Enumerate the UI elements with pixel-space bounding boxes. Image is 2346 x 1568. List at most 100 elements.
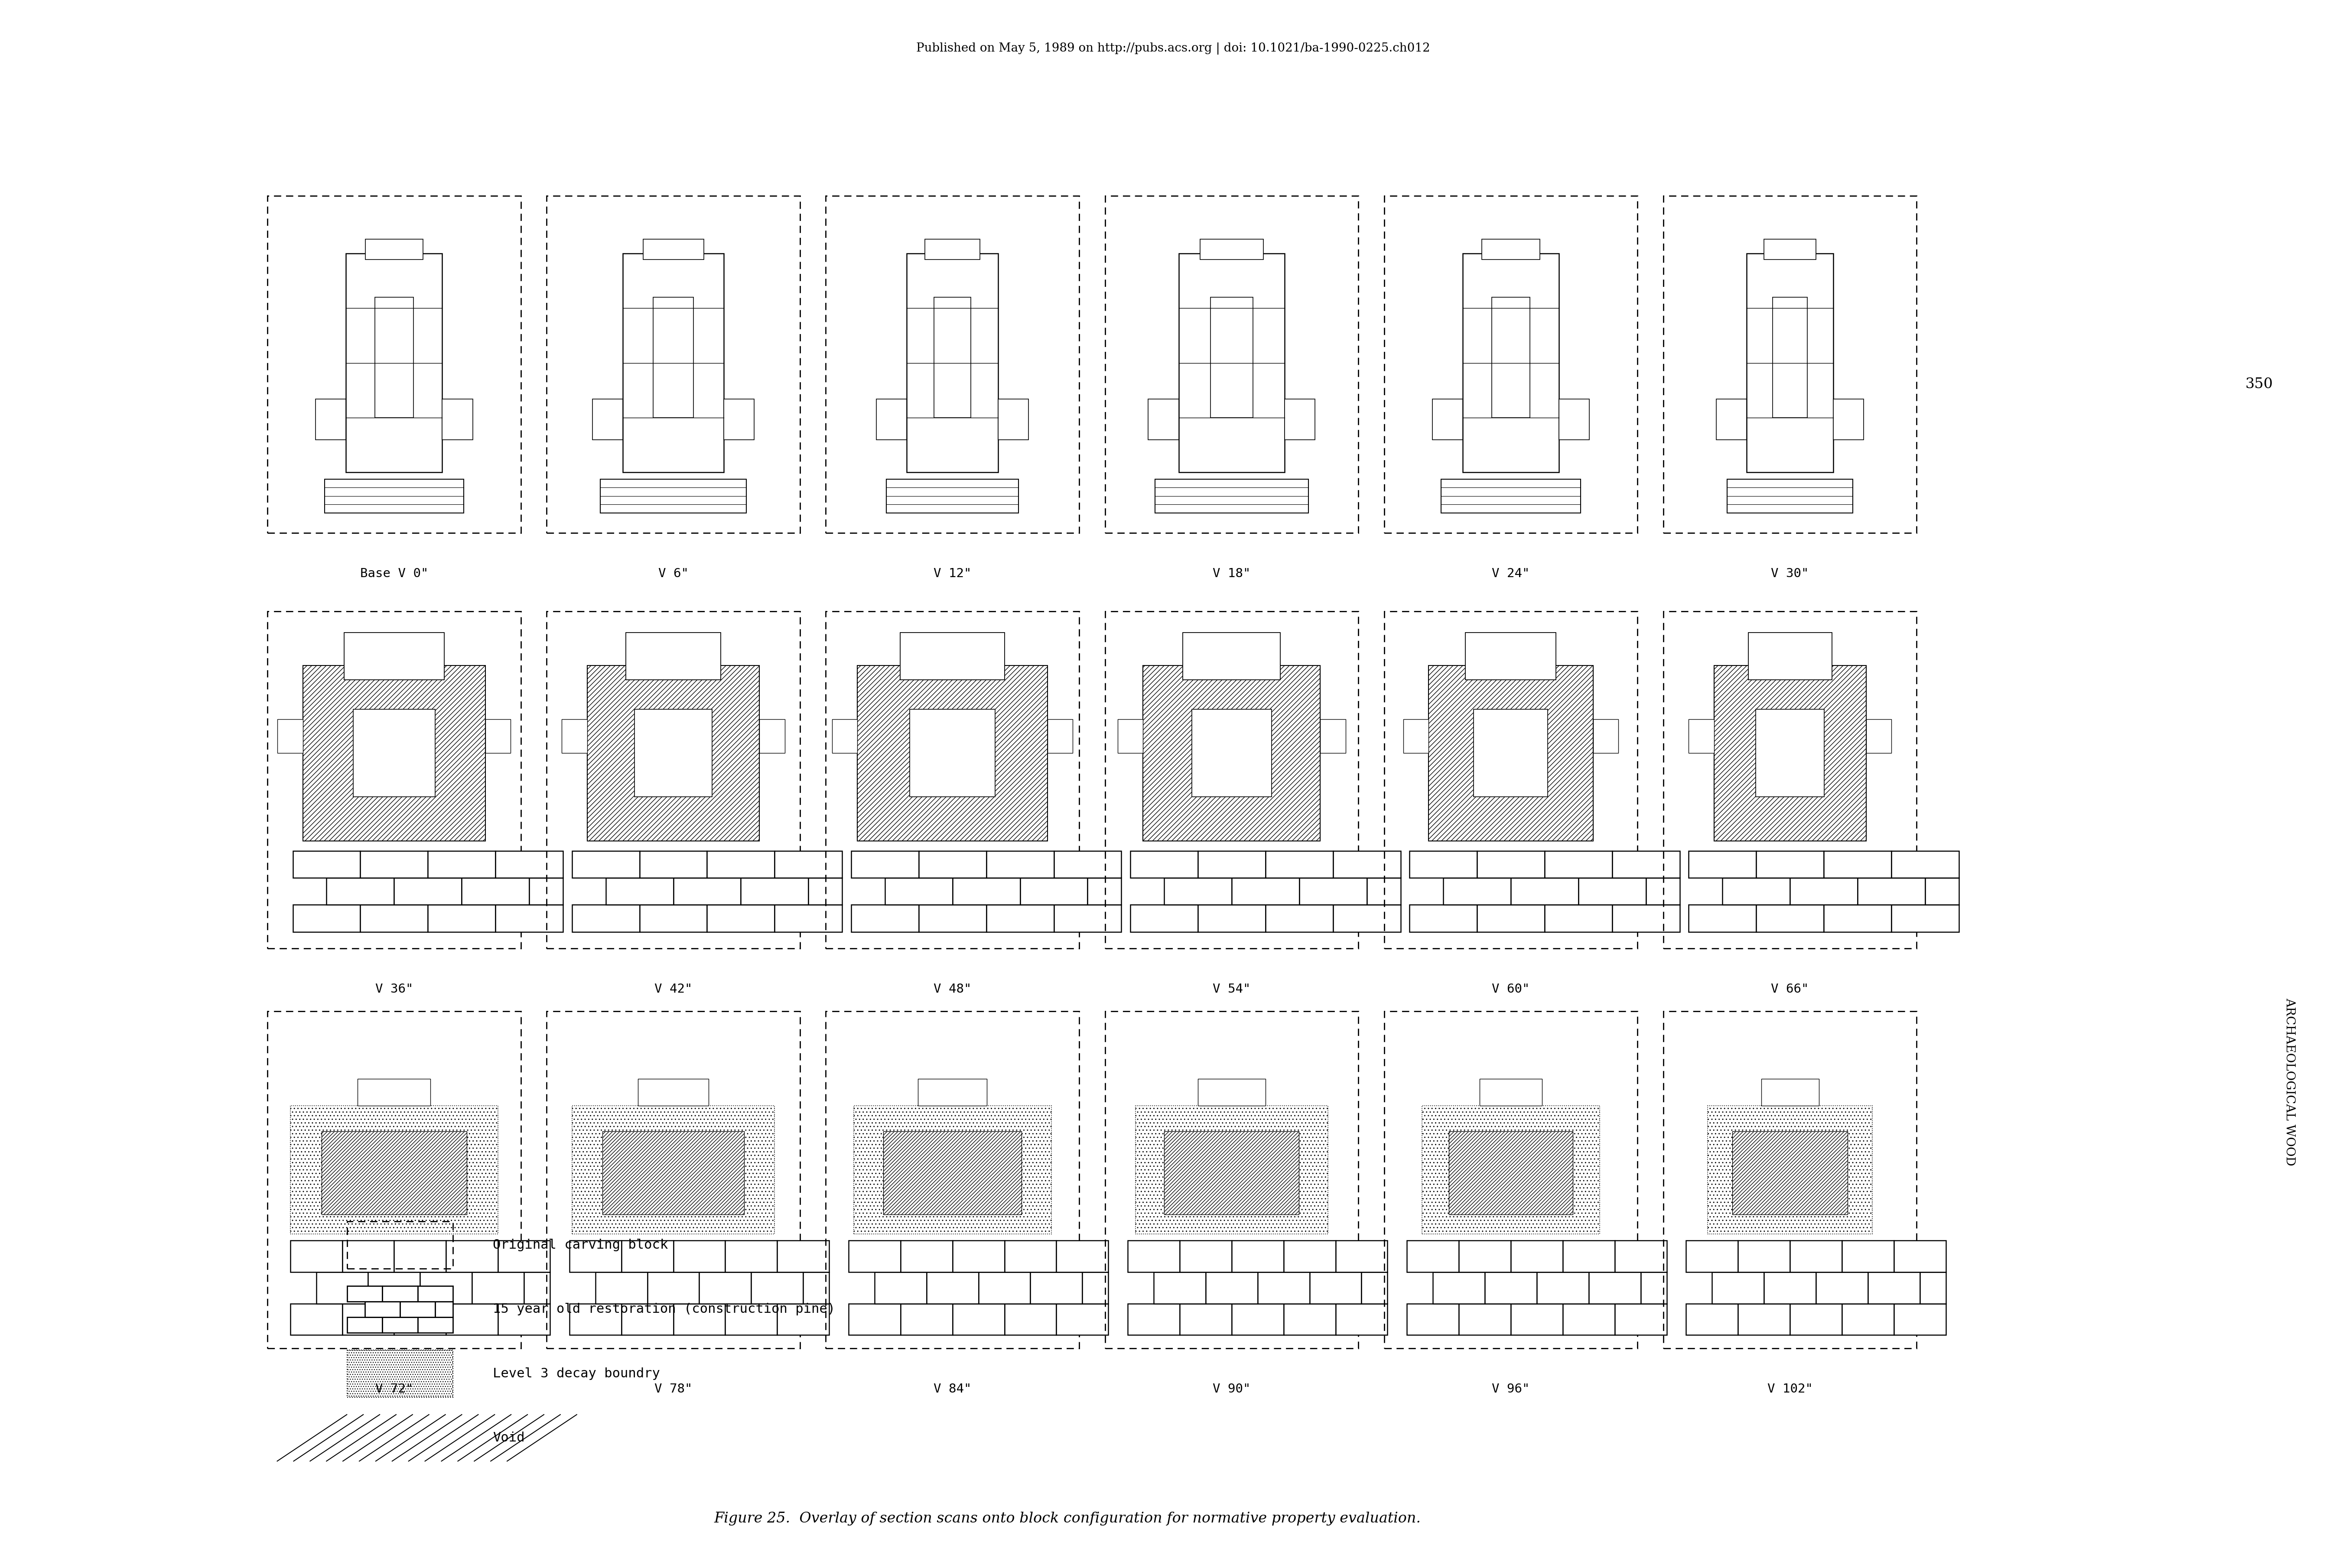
Bar [725, 400, 755, 439]
Bar [570, 1240, 622, 1272]
Bar [1321, 720, 1347, 753]
Bar [347, 1317, 382, 1333]
Bar [1478, 851, 1544, 878]
Bar [1640, 1272, 1666, 1303]
Bar [1232, 1240, 1283, 1272]
Bar [382, 1317, 418, 1333]
Bar [1774, 298, 1806, 417]
Text: V 78": V 78" [655, 1383, 692, 1396]
Bar [1309, 1272, 1361, 1303]
Bar [321, 1132, 467, 1215]
Bar [1891, 905, 1959, 931]
Text: V 66": V 66" [1771, 983, 1809, 996]
Bar [570, 1303, 622, 1334]
Bar [917, 1079, 988, 1105]
Bar [1663, 612, 1917, 949]
Bar [293, 851, 361, 878]
Bar [1154, 480, 1309, 513]
Text: V 72": V 72" [375, 1383, 413, 1396]
Bar [1823, 851, 1891, 878]
Bar [1722, 878, 1790, 905]
Bar [1478, 905, 1544, 931]
Bar [1182, 632, 1281, 679]
Bar [291, 1105, 497, 1234]
Bar [652, 298, 694, 417]
Bar [1687, 1240, 1738, 1272]
Bar [1333, 851, 1401, 878]
Bar [1511, 1303, 1562, 1334]
Bar [1333, 905, 1401, 931]
Bar [1117, 720, 1143, 753]
Bar [1823, 905, 1891, 931]
Bar [1180, 1240, 1232, 1272]
Bar [1199, 1079, 1264, 1105]
Bar [833, 720, 859, 753]
Bar [497, 1240, 549, 1272]
Bar [901, 1303, 952, 1334]
Text: V 90": V 90" [1213, 1383, 1250, 1396]
Text: V 96": V 96" [1492, 1383, 1530, 1396]
Bar [343, 1240, 394, 1272]
Bar [1614, 1303, 1666, 1334]
Bar [1429, 665, 1593, 840]
Bar [1755, 709, 1825, 797]
Bar [1199, 240, 1264, 259]
Bar [884, 1132, 1021, 1215]
Bar [1450, 1132, 1572, 1215]
Bar [1764, 240, 1816, 259]
Bar [1588, 1272, 1640, 1303]
Bar [952, 1240, 1004, 1272]
Bar [1790, 878, 1858, 905]
Bar [561, 720, 586, 753]
Bar [1562, 1240, 1614, 1272]
Bar [985, 905, 1053, 931]
Bar [1232, 1303, 1283, 1334]
Text: V 6": V 6" [659, 568, 687, 580]
Bar [572, 905, 640, 931]
Bar [1105, 1011, 1358, 1348]
Bar [626, 632, 720, 679]
Bar [1867, 1272, 1919, 1303]
Bar [495, 905, 563, 931]
Bar [1199, 851, 1264, 878]
Bar [1926, 878, 1959, 905]
Bar [887, 480, 1018, 513]
Bar [317, 1272, 368, 1303]
Bar [952, 1303, 1004, 1334]
Bar [859, 665, 1049, 840]
Bar [523, 1272, 549, 1303]
Bar [1790, 1240, 1842, 1272]
Bar [1480, 1079, 1541, 1105]
Bar [760, 720, 786, 753]
Bar [1384, 1011, 1638, 1348]
Bar [603, 1132, 744, 1215]
Bar [706, 905, 774, 931]
Bar [777, 1240, 828, 1272]
Bar [530, 878, 563, 905]
Bar [640, 851, 706, 878]
Bar [633, 709, 713, 797]
Bar [1335, 1240, 1386, 1272]
Bar [343, 1303, 394, 1334]
Bar [1443, 878, 1511, 905]
Bar [1135, 1105, 1328, 1234]
Bar [324, 480, 465, 513]
Bar [1180, 1303, 1232, 1334]
Bar [1762, 1079, 1818, 1105]
Bar [446, 1303, 497, 1334]
Bar [673, 878, 741, 905]
Bar [1089, 878, 1121, 905]
Bar [1147, 400, 1178, 439]
Bar [291, 1240, 343, 1272]
Bar [1300, 878, 1368, 905]
Bar [293, 905, 361, 931]
Bar [317, 400, 345, 439]
Bar [1663, 196, 1917, 533]
Bar [267, 1011, 521, 1348]
Bar [1466, 632, 1555, 679]
Bar [1842, 1303, 1893, 1334]
Bar [1286, 400, 1316, 439]
Bar [877, 400, 908, 439]
Bar [699, 1272, 751, 1303]
Bar [1865, 720, 1891, 753]
